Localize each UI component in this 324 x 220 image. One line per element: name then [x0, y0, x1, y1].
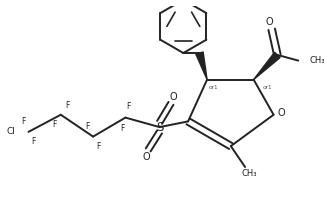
Text: F: F	[52, 120, 57, 129]
Polygon shape	[254, 52, 280, 80]
Text: F: F	[120, 124, 124, 133]
Text: O: O	[266, 17, 273, 27]
Text: O: O	[169, 92, 177, 102]
Text: CH₃: CH₃	[310, 56, 324, 65]
Text: or1: or1	[263, 85, 273, 90]
Text: F: F	[65, 101, 69, 110]
Text: O: O	[277, 108, 285, 118]
Text: F: F	[21, 117, 25, 126]
Text: Cl: Cl	[6, 127, 15, 136]
Text: F: F	[126, 102, 131, 111]
Text: F: F	[85, 122, 89, 131]
Text: or1: or1	[209, 85, 219, 90]
Text: S: S	[156, 121, 163, 134]
Text: F: F	[97, 142, 101, 151]
Text: CH₃: CH₃	[241, 169, 257, 178]
Text: O: O	[143, 152, 150, 161]
Text: F: F	[32, 138, 36, 147]
Polygon shape	[196, 52, 207, 80]
